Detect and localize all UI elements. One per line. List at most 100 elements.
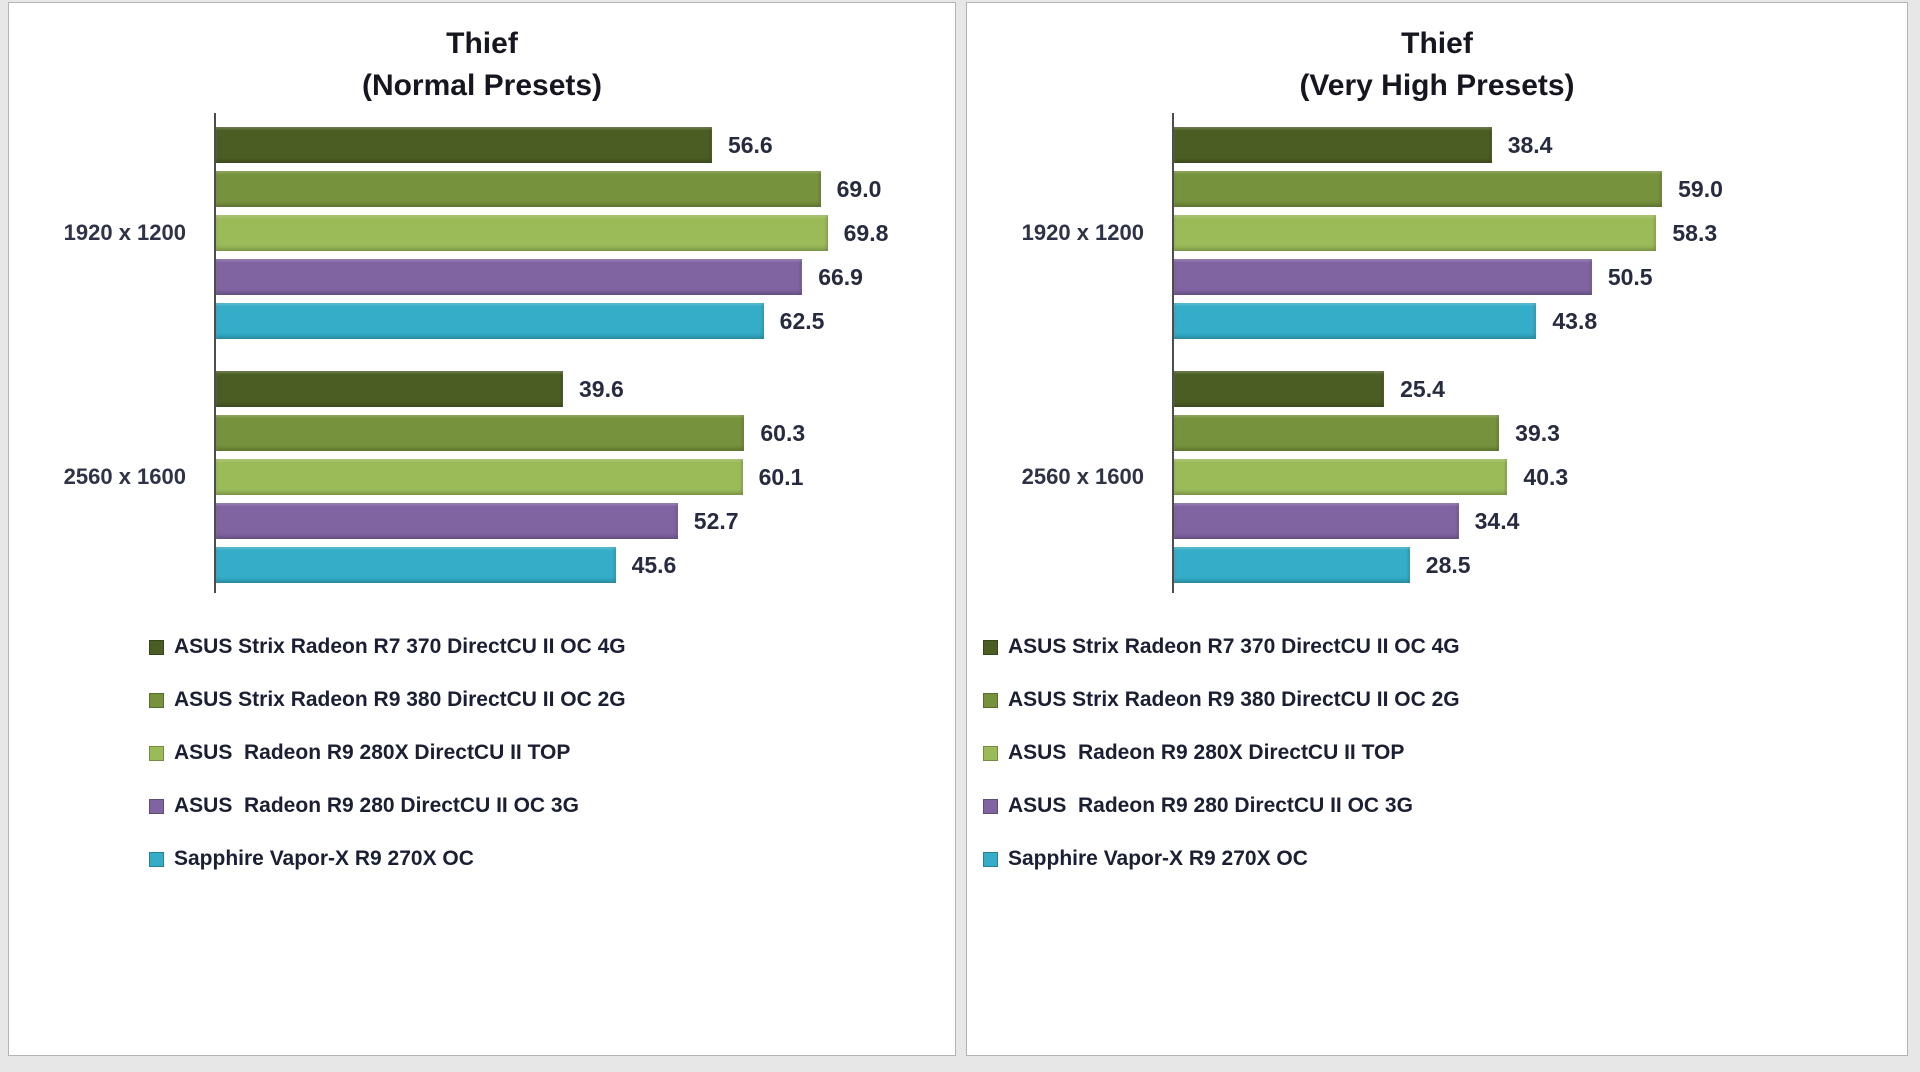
bar-row: 38.4 — [1174, 127, 1869, 163]
legend-swatch — [149, 851, 164, 867]
bar — [1174, 459, 1508, 495]
bar-row: 62.5 — [216, 303, 917, 339]
bar-value-label: 28.5 — [1425, 551, 1471, 578]
legend-swatch — [983, 692, 998, 708]
bar-row: 60.1 — [216, 459, 917, 495]
legend-item: ASUS Strix Radeon R9 380 DirectCU II OC … — [983, 688, 1907, 712]
bar-value-label: 59.0 — [1678, 175, 1723, 202]
legend-swatch — [149, 798, 164, 814]
bar — [216, 127, 712, 163]
chart-title-block: Thief (Normal Presets) — [9, 23, 955, 107]
category-label: 1920 x 1200 — [1021, 220, 1144, 245]
legend-item: ASUS Strix Radeon R9 380 DirectCU II OC … — [149, 688, 955, 712]
bar-row: 45.6 — [216, 547, 917, 583]
bar-value-label: 69.8 — [843, 219, 889, 246]
legend: ASUS Strix Radeon R7 370 DirectCU II OC … — [983, 635, 1907, 871]
legend-swatch — [983, 745, 998, 761]
legend-item: ASUS Radeon R9 280 DirectCU II OC 3G — [983, 794, 1907, 818]
chart-subtitle: (Very High Presets) — [1299, 69, 1575, 102]
bar — [1174, 303, 1537, 339]
chart-title: Thief — [446, 27, 518, 60]
bar-group: 2560 x 1600 25.4 39.3 40.3 34.4 28.5 — [1022, 371, 1869, 583]
bar — [216, 459, 743, 495]
bar-row: 66.9 — [216, 259, 917, 295]
legend-swatch — [149, 692, 164, 708]
bar — [216, 171, 821, 207]
legend-swatch — [983, 639, 998, 655]
legend-swatch — [149, 745, 164, 761]
plot-area: 1920 x 1200 56.6 69.0 69.8 66.9 62.5 2560 x 16… — [64, 113, 917, 593]
legend-swatch — [983, 851, 998, 867]
bar — [1174, 547, 1410, 583]
legend: ASUS Strix Radeon R7 370 DirectCU II OC … — [149, 635, 955, 871]
bar-row: 69.0 — [216, 171, 917, 207]
bar-value-label: 39.3 — [1515, 419, 1560, 446]
bar-value-label: 52.7 — [693, 507, 739, 534]
legend-label: ASUS Radeon R9 280 DirectCU II OC 3G — [1008, 794, 1413, 817]
bar-value-label: 39.6 — [578, 375, 624, 402]
bar-row: 43.8 — [1174, 303, 1869, 339]
legend-label: Sapphire Vapor-X R9 270X OC — [1008, 847, 1308, 870]
bar-row: 59.0 — [1174, 171, 1869, 207]
bar-value-label: 62.5 — [779, 307, 825, 334]
bar-group: 2560 x 1600 39.6 60.3 60.1 52.7 45.6 — [64, 371, 917, 583]
bar-value-label: 50.5 — [1607, 263, 1653, 290]
bar-value-label: 66.9 — [818, 263, 863, 290]
bar — [216, 215, 828, 251]
legend-swatch — [983, 798, 998, 814]
bar-row: 58.3 — [1174, 215, 1869, 251]
bar — [1174, 415, 1500, 451]
bar-row: 40.3 — [1174, 459, 1869, 495]
bar — [1174, 503, 1459, 539]
bar — [216, 371, 563, 407]
bar-group: 1920 x 1200 38.4 59.0 58.3 50.5 43.8 — [1022, 127, 1869, 339]
legend-item: ASUS Radeon R9 280X DirectCU II TOP — [149, 741, 955, 765]
bar-value-label: 60.1 — [758, 463, 804, 490]
bar-row: 60.3 — [216, 415, 917, 451]
bar — [1174, 259, 1592, 295]
legend-item: ASUS Strix Radeon R7 370 DirectCU II OC … — [983, 635, 1907, 659]
bar-value-label: 60.3 — [760, 419, 806, 446]
legend-swatch — [149, 639, 164, 655]
bar — [216, 259, 803, 295]
legend-label: ASUS Radeon R9 280X DirectCU II TOP — [1008, 741, 1405, 764]
chart-panel-very-high-presets: Thief (Very High Presets) 1920 x 1200 38.… — [966, 2, 1908, 1056]
category-label: 2560 x 1600 — [63, 464, 186, 489]
chart-title: Thief — [1401, 27, 1473, 60]
category-label: 1920 x 1200 — [63, 220, 186, 245]
bar-value-label: 40.3 — [1523, 463, 1569, 490]
category-label: 2560 x 1600 — [1021, 464, 1144, 489]
bar — [1174, 171, 1663, 207]
bar — [216, 415, 745, 451]
bar-row: 34.4 — [1174, 503, 1869, 539]
legend-label: ASUS Radeon R9 280 DirectCU II OC 3G — [174, 794, 579, 817]
legend-item: Sapphire Vapor-X R9 270X OC — [983, 847, 1907, 871]
bar-row: 50.5 — [1174, 259, 1869, 295]
plot-area: 1920 x 1200 38.4 59.0 58.3 50.5 43.8 2560 x 16… — [1022, 113, 1869, 593]
legend-label: ASUS Strix Radeon R9 380 DirectCU II OC … — [1008, 688, 1460, 711]
bar-row: 28.5 — [1174, 547, 1869, 583]
chart-panel-normal-presets: Thief (Normal Presets) 1920 x 1200 56.6 69… — [8, 2, 956, 1056]
legend-item: Sapphire Vapor-X R9 270X OC — [149, 847, 955, 871]
chart-title-block: Thief (Very High Presets) — [967, 23, 1907, 107]
bar — [216, 503, 678, 539]
chart-subtitle: (Normal Presets) — [361, 69, 603, 102]
bar-value-label: 34.4 — [1474, 507, 1520, 534]
bar-row: 56.6 — [216, 127, 917, 163]
legend-label: ASUS Strix Radeon R7 370 DirectCU II OC … — [1008, 635, 1460, 658]
legend-item: ASUS Radeon R9 280X DirectCU II TOP — [983, 741, 1907, 765]
legend-label: ASUS Strix Radeon R7 370 DirectCU II OC … — [174, 635, 626, 658]
bar-row: 39.6 — [216, 371, 917, 407]
bar — [1174, 127, 1492, 163]
bar-value-label: 38.4 — [1507, 131, 1553, 158]
plot-groups: 1920 x 1200 38.4 59.0 58.3 50.5 43.8 2560 x 16… — [1022, 127, 1869, 583]
bar-row: 52.7 — [216, 503, 917, 539]
legend-item: ASUS Radeon R9 280 DirectCU II OC 3G — [149, 794, 955, 818]
bar-value-label: 69.0 — [836, 175, 882, 202]
bar — [1174, 371, 1385, 407]
bar-value-label: 43.8 — [1552, 307, 1598, 334]
plot-groups: 1920 x 1200 56.6 69.0 69.8 66.9 62.5 2560 x 16… — [64, 127, 917, 583]
bar-row: 25.4 — [1174, 371, 1869, 407]
bar-value-label: 56.6 — [727, 131, 773, 158]
